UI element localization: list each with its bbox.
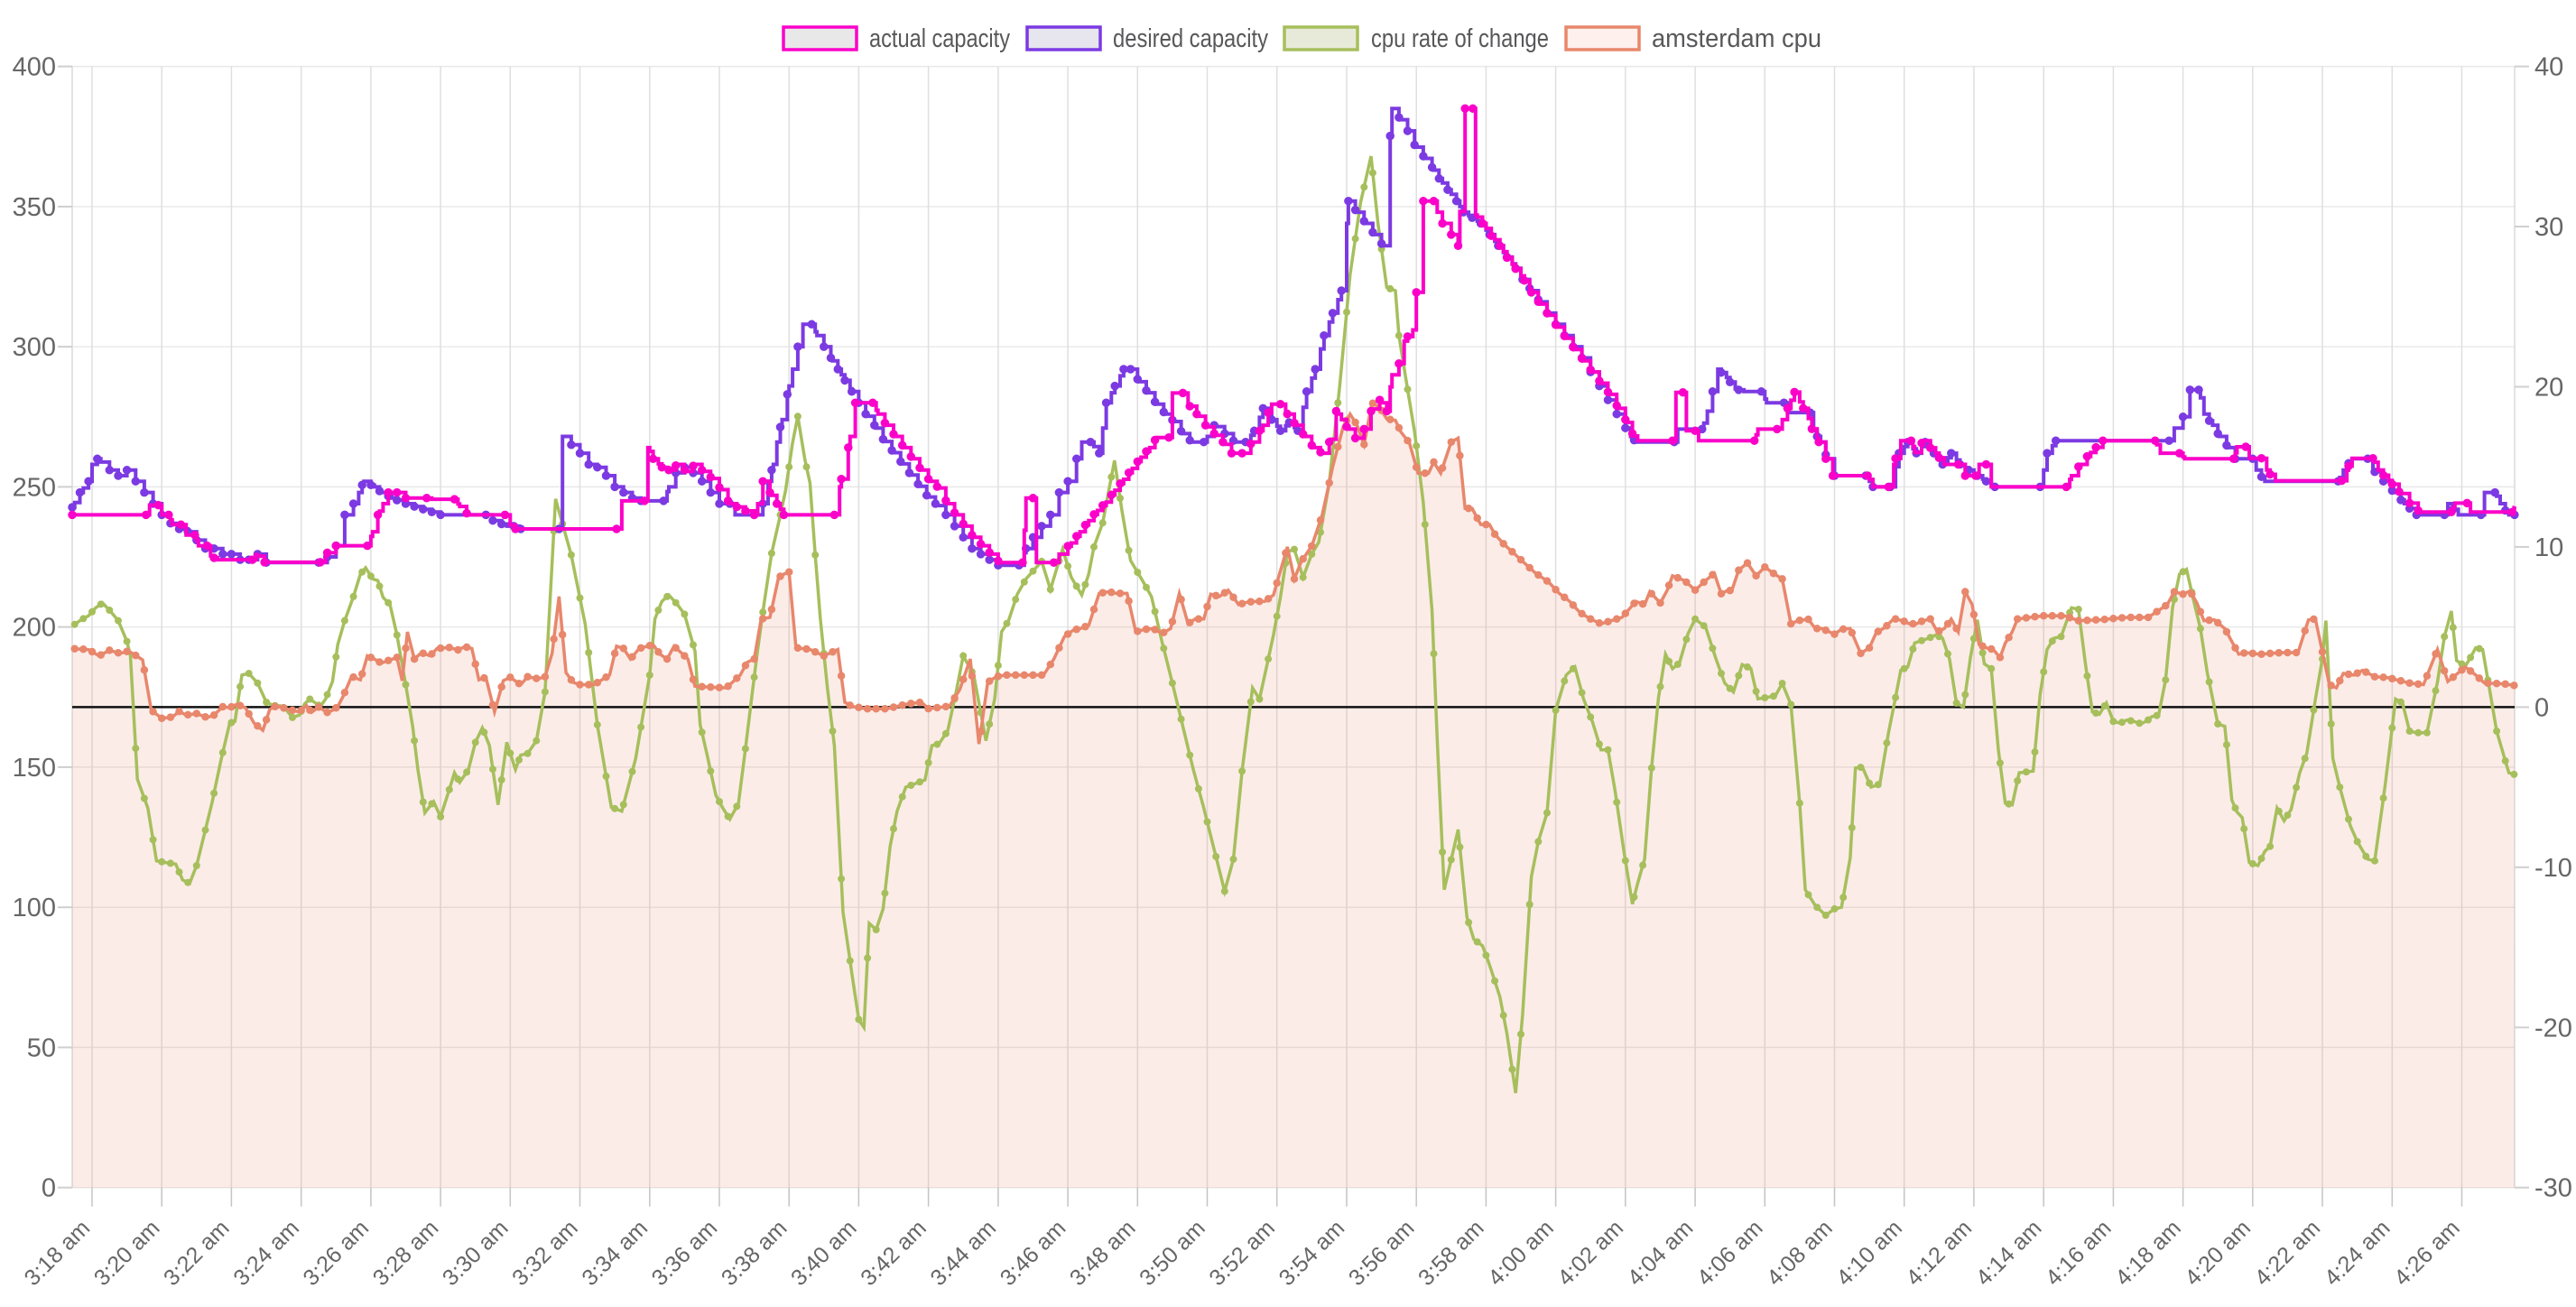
svg-text:20: 20: [2534, 374, 2563, 403]
svg-text:0: 0: [2534, 693, 2549, 722]
svg-text:-30: -30: [2534, 1174, 2572, 1203]
svg-text:amsterdam cpu: amsterdam cpu: [1652, 24, 1821, 53]
svg-text:400: 400: [13, 53, 56, 82]
svg-text:10: 10: [2534, 533, 2563, 562]
svg-text:100: 100: [13, 894, 56, 922]
svg-text:150: 150: [13, 754, 56, 783]
svg-text:actual capacity: actual capacity: [869, 24, 1010, 53]
svg-text:-20: -20: [2534, 1014, 2572, 1043]
svg-text:0: 0: [42, 1174, 56, 1203]
svg-text:50: 50: [27, 1034, 56, 1062]
svg-text:350: 350: [13, 193, 56, 222]
svg-text:200: 200: [13, 614, 56, 643]
svg-text:-10: -10: [2534, 854, 2572, 883]
svg-text:40: 40: [2534, 53, 2563, 82]
svg-text:30: 30: [2534, 213, 2563, 242]
svg-text:300: 300: [13, 333, 56, 362]
svg-text:250: 250: [13, 473, 56, 502]
svg-text:cpu rate of change: cpu rate of change: [1371, 24, 1549, 53]
svg-text:desired capacity: desired capacity: [1113, 24, 1268, 53]
